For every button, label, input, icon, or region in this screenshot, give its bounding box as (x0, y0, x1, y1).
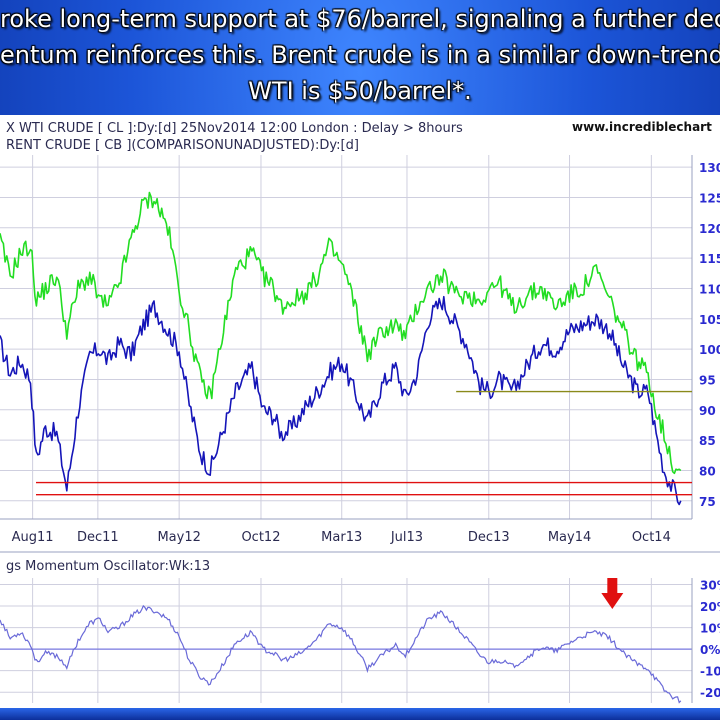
price-y-tick-label: 80 (699, 464, 716, 478)
down-arrow-marker (601, 578, 624, 609)
price-grid (0, 155, 693, 520)
price-x-tick-label: May12 (157, 530, 200, 545)
oscillator-annotations (601, 578, 624, 609)
price-y-tick-label: 95 (699, 373, 716, 387)
price-series (0, 191, 682, 506)
oscillator-header: gs Momentum Oscillator:Wk:13 (6, 559, 210, 574)
brent-series-line (0, 191, 682, 475)
oscillator-y-tick-label: 30% (700, 578, 720, 592)
momentum-oscillator-line (0, 604, 682, 704)
price-y-tick-label: 90 (699, 404, 716, 418)
price-x-tick-label: Jul13 (390, 530, 423, 545)
price-x-tick-label: Oct12 (241, 530, 280, 545)
oscillator-y-tick-label: 20% (700, 600, 720, 614)
price-y-tick-label: 105 (699, 313, 720, 327)
caption-line-2: entum reinforces this. Brent crude is in… (0, 41, 720, 69)
chart-header-line-1: X WTI CRUDE [ CL ]:Dy:[d] 25Nov2014 12:0… (6, 121, 463, 136)
price-y-ticks: 130 125 120 115 110 105 100 95 90 85 80 75 (699, 161, 720, 509)
price-x-tick-label: Mar13 (321, 530, 362, 545)
price-annotations (36, 390, 692, 496)
price-y-tick-label: 100 (699, 343, 720, 357)
oscillator-y-tick-label: 0% (700, 643, 720, 657)
price-x-ticks: Aug11 Dec11 May12 Oct12 Mar13 Jul13 Dec13 May14… (12, 530, 671, 545)
slide-caption: roke long-term support at $76/barrel, si… (0, 0, 720, 115)
caption-line-3: WTI is $50/barrel*. (248, 77, 472, 105)
price-x-tick-label: Dec11 (77, 530, 119, 545)
price-y-tick-label: 75 (699, 495, 716, 509)
chart-svg: 130 125 120 115 110 105 100 95 90 85 80 75 Aug11 Dec… (0, 120, 720, 704)
oscillator-grid (0, 578, 693, 703)
oscillator-y-tick-label: -20 (700, 686, 720, 700)
price-x-tick-label: May14 (548, 530, 591, 545)
price-y-tick-label: 125 (699, 191, 720, 205)
wti-series-line (0, 295, 682, 506)
price-x-tick-label: Oct14 (632, 530, 671, 545)
price-y-tick-label: 115 (699, 252, 720, 266)
price-y-tick-label: 110 (699, 282, 720, 296)
oscillator-y-tick-label: 10% (700, 622, 720, 636)
oscillator-series (0, 604, 682, 704)
slide-footer-bar (0, 708, 720, 720)
caption-line-1: roke long-term support at $76/barrel, si… (0, 5, 720, 33)
price-y-tick-label: 130 (699, 161, 720, 175)
oscillator-y-ticks: 30% 20% 10% 0% -10 -20 (700, 578, 720, 700)
price-y-tick-label: 120 (699, 222, 720, 236)
chart-panel: 130 125 120 115 110 105 100 95 90 85 80 75 Aug11 Dec… (0, 115, 720, 708)
price-y-tick-label: 85 (699, 434, 716, 448)
chart-header-line-2: RENT CRUDE [ CB ](COMPARISONUNADJUSTED):… (6, 138, 359, 153)
site-watermark: www.incrediblechart (572, 120, 712, 134)
price-x-tick-label: Aug11 (12, 530, 54, 545)
oscillator-y-tick-label: -10 (700, 665, 720, 679)
price-x-tick-label: Dec13 (468, 530, 510, 545)
